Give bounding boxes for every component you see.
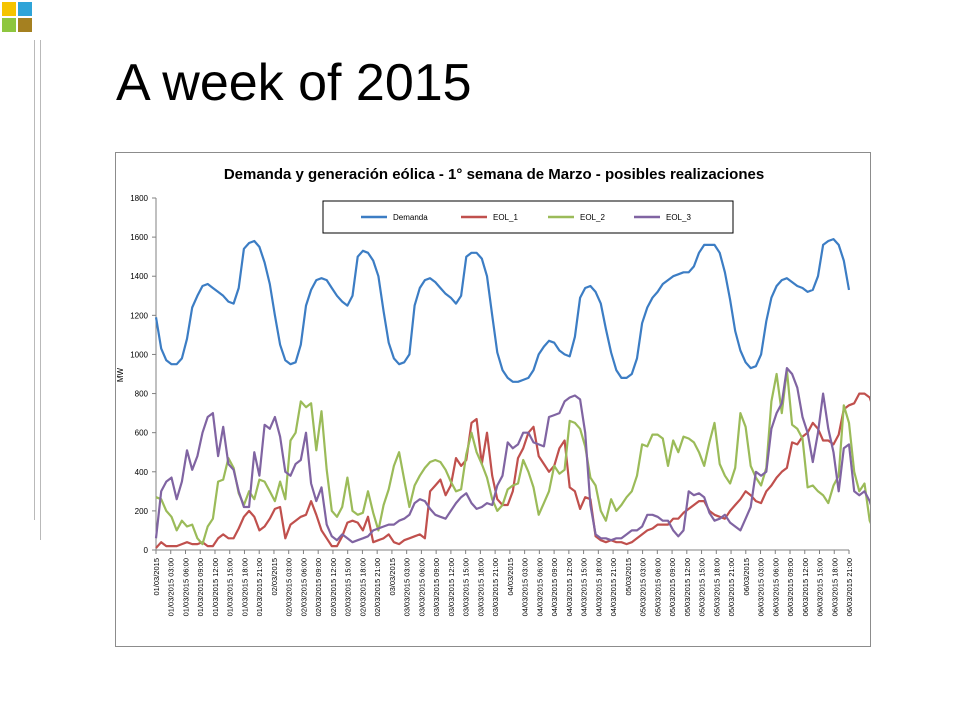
x-tick-label: 06/03/2015 03:00	[757, 558, 766, 616]
x-tick-label: 03/03/2015 12:00	[447, 558, 456, 616]
x-tick-label: 04/03/2015 21:00	[609, 558, 618, 616]
x-tick-label: 06/03/2015 09:00	[786, 558, 795, 616]
x-tick-label: 03/03/2015 15:00	[462, 558, 471, 616]
y-tick-label: 800	[135, 390, 149, 399]
x-tick-label: 05/03/2015 06:00	[653, 558, 662, 616]
x-tick-label: 03/03/2015 21:00	[491, 558, 500, 616]
x-tick-label: 05/03/2015 03:00	[639, 558, 648, 616]
x-tick-label: 02/03/2015 18:00	[358, 558, 367, 616]
y-tick-label: 0	[144, 546, 149, 555]
x-tick-label: 04/03/2015	[506, 558, 515, 596]
y-ticks: 0 200 400 600 800 1000 1200 1400 1600 1800	[130, 194, 156, 555]
x-tick-label: 01/03/2015 03:00	[167, 558, 176, 616]
x-tick-label: 04/03/2015 06:00	[535, 558, 544, 616]
series-line-demanda	[154, 237, 851, 383]
y-tick-label: 1800	[130, 194, 148, 203]
x-tick-label: 03/03/2015 06:00	[417, 558, 426, 616]
x-tick-label: 05/03/2015 18:00	[712, 558, 721, 616]
x-tick-label: 06/03/2015 18:00	[830, 558, 839, 616]
logo-square-green	[2, 18, 16, 32]
x-tick-label: 01/03/2015 06:00	[181, 558, 190, 616]
legend-box	[322, 200, 734, 234]
y-tick-label: 1000	[130, 350, 148, 359]
x-tick-label: 06/03/2015 15:00	[816, 558, 825, 616]
x-tick-label: 05/03/2015 15:00	[698, 558, 707, 616]
series-line-eol-2	[155, 369, 959, 546]
series-line-eol-1	[155, 392, 959, 549]
x-tick-label: 05/03/2015 12:00	[683, 558, 692, 616]
x-ticks: 01/03/2015 01/03/2015 03:00 01/03/2015 06:…	[152, 550, 854, 616]
decorative-line	[34, 40, 35, 520]
x-tick-label: 01/03/2015 21:00	[255, 558, 264, 616]
x-tick-label: 06/03/2015	[742, 558, 751, 596]
y-tick-label: 400	[135, 468, 149, 477]
legend-label: EOL_1	[493, 213, 518, 222]
chart-title: Demanda y generación eólica - 1° semana …	[224, 166, 764, 183]
x-tick-label: 02/03/2015	[270, 558, 279, 596]
legend: Demanda EOL_1 EOL_2 EOL_3	[322, 200, 734, 234]
legend-label: EOL_2	[580, 213, 605, 222]
x-tick-label: 04/03/2015 03:00	[521, 558, 530, 616]
legend-label: EOL_3	[666, 213, 691, 222]
x-tick-label: 03/03/2015 03:00	[403, 558, 412, 616]
x-tick-label: 04/03/2015 18:00	[594, 558, 603, 616]
decorative-line	[40, 40, 41, 540]
y-tick-label: 1200	[130, 311, 148, 320]
legend-label: Demanda	[393, 213, 428, 222]
x-tick-label: 02/03/2015 03:00	[285, 558, 294, 616]
x-tick-label: 01/03/2015 15:00	[226, 558, 235, 616]
x-tick-label: 05/03/2015 09:00	[668, 558, 677, 616]
x-tick-label: 02/03/2015 09:00	[314, 558, 323, 616]
x-tick-label: 01/03/2015 18:00	[240, 558, 249, 616]
x-tick-label: 04/03/2015 09:00	[550, 558, 559, 616]
x-tick-label: 02/03/2015 06:00	[299, 558, 308, 616]
series-lines	[154, 237, 960, 549]
logo-square-blue	[18, 2, 32, 16]
logo-square-olive	[18, 18, 32, 32]
chart-frame: Demanda y generación eólica - 1° semana …	[115, 152, 960, 647]
x-tick-label: 01/03/2015 12:00	[211, 558, 220, 616]
y-tick-label: 600	[135, 429, 149, 438]
line-chart: Demanda y generación eólica - 1° semana …	[116, 166, 960, 616]
x-tick-label: 03/03/2015	[388, 558, 397, 596]
y-tick-label: 200	[135, 507, 149, 516]
x-tick-label: 01/03/2015	[152, 558, 161, 596]
x-tick-label: 03/03/2015 18:00	[476, 558, 485, 616]
y-tick-label: 1600	[130, 233, 148, 242]
x-tick-label: 01/03/2015 09:00	[196, 558, 205, 616]
slide-title: A week of 2015	[116, 54, 472, 112]
x-tick-label: 04/03/2015 12:00	[565, 558, 574, 616]
x-tick-label: 06/03/2015 06:00	[771, 558, 780, 616]
x-tick-label: 05/03/2015 21:00	[727, 558, 736, 616]
x-tick-label: 06/03/2015 12:00	[801, 558, 810, 616]
x-tick-label: 02/03/2015 15:00	[344, 558, 353, 616]
y-tick-label: 1400	[130, 272, 148, 281]
x-tick-label: 05/03/2015	[624, 558, 633, 596]
logo-square-yellow	[2, 2, 16, 16]
x-tick-label: 03/03/2015 09:00	[432, 558, 441, 616]
x-tick-label: 02/03/2015 21:00	[373, 558, 382, 616]
x-tick-label: 06/03/2015 21:00	[845, 558, 854, 616]
series-line-eol-3	[154, 367, 960, 544]
x-tick-label: 04/03/2015 15:00	[580, 558, 589, 616]
x-tick-label: 02/03/2015 12:00	[329, 558, 338, 616]
y-axis-label: MW	[116, 367, 125, 382]
